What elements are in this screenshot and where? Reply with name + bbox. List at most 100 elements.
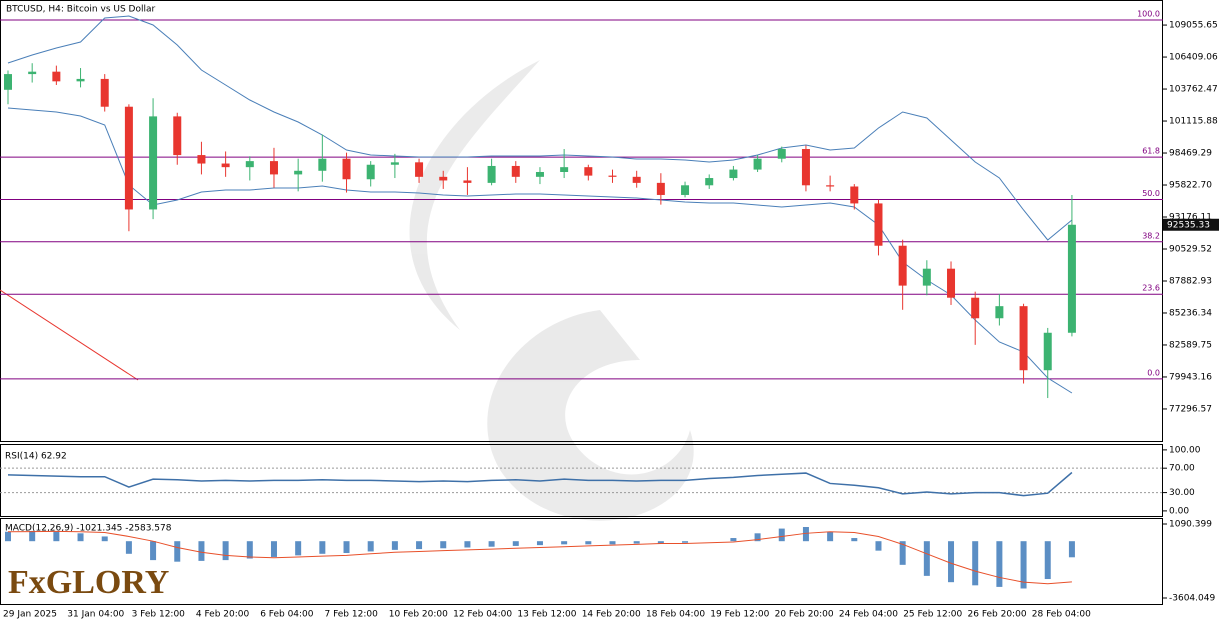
candle-body <box>850 186 859 204</box>
rsi-panel <box>0 444 1163 517</box>
macd-bar <box>295 541 302 556</box>
fib-label: 38.2 <box>1142 231 1160 240</box>
candle-body <box>826 185 835 187</box>
macd-panel <box>0 518 1163 605</box>
y-tick-label: 82589.75 <box>1169 340 1212 350</box>
y-tick-label: 85236.34 <box>1169 308 1212 318</box>
y-tick-label: 77296.57 <box>1169 404 1212 414</box>
x-tick-label: 13 Feb 12:00 <box>517 610 576 620</box>
x-tick-label: 26 Feb 20:00 <box>968 610 1027 620</box>
macd-bar <box>222 541 229 561</box>
macd-bar <box>270 541 277 557</box>
candle-body <box>971 297 980 319</box>
candle-body <box>753 158 762 170</box>
price-tag-label: 92535.33 <box>1167 220 1210 230</box>
x-tick-label: 14 Feb 20:00 <box>582 610 641 620</box>
x-tick-label: 19 Feb 12:00 <box>710 610 769 620</box>
x-tick-label: 29 Jan 2025 <box>3 610 57 620</box>
macd-bar <box>1020 541 1027 589</box>
macd-bar <box>367 541 374 552</box>
macd-bar <box>827 531 834 542</box>
fib-label: 100.0 <box>1137 10 1160 19</box>
macd-bar <box>125 541 132 554</box>
fib-label: 61.8 <box>1142 147 1160 156</box>
x-tick-label: 4 Feb 20:00 <box>196 610 250 620</box>
candle-body <box>487 165 496 183</box>
y-tick-label: 87882.93 <box>1169 276 1212 286</box>
macd-bar <box>198 541 205 561</box>
main-panel <box>0 0 1163 442</box>
macd-bar <box>923 541 930 576</box>
candle-body <box>560 167 569 172</box>
candle-body <box>4 74 12 90</box>
macd-bar <box>730 538 737 542</box>
macd-bar <box>875 541 882 551</box>
macd-bar <box>1044 541 1051 580</box>
macd-bar <box>561 541 568 545</box>
macd-title: MACD(12,26,9) -1021.345 -2583.578 <box>5 524 172 534</box>
macd-bar <box>246 541 253 559</box>
candle-body <box>801 149 810 186</box>
candle-body <box>197 155 206 164</box>
macd-bar <box>948 541 955 583</box>
macd-bar <box>391 541 398 550</box>
candle-body <box>269 161 278 175</box>
y-tick-label: 1090.399 <box>1169 520 1212 530</box>
candle-body <box>52 71 61 82</box>
candle-body <box>318 158 327 171</box>
macd-bar <box>609 541 616 545</box>
x-tick-label: 7 Feb 12:00 <box>325 610 379 620</box>
candle-body <box>995 306 1004 319</box>
candle-body <box>874 203 883 246</box>
y-tick-label: 70.00 <box>1169 464 1195 474</box>
candle-body <box>173 116 182 156</box>
macd-bar <box>899 541 906 565</box>
macd-bar <box>488 541 495 547</box>
candle-body <box>463 180 472 183</box>
rsi-title: RSI(14) 62.92 <box>5 452 67 462</box>
candle-body <box>632 176 641 183</box>
candle-body <box>221 163 230 168</box>
logo: FxGLORY <box>8 564 169 601</box>
macd-bar <box>972 541 979 586</box>
macd-bar <box>996 541 1003 587</box>
x-tick-label: 25 Feb 12:00 <box>903 610 962 620</box>
chart-title: BTCUSD, H4: Bitcoin vs US Dollar <box>6 5 155 15</box>
macd-bar <box>851 538 858 542</box>
candle-body <box>608 175 617 177</box>
y-tick-label: 106409.06 <box>1169 53 1218 63</box>
y-tick-label: 101115.88 <box>1169 117 1218 127</box>
candle-body <box>584 167 593 176</box>
x-tick-label: 10 Feb 20:00 <box>389 610 448 620</box>
macd-bar <box>29 530 36 542</box>
macd-bar <box>101 536 108 542</box>
fib-label: 50.0 <box>1142 189 1160 198</box>
macd-bar <box>1068 541 1075 558</box>
candle-body <box>511 165 520 177</box>
x-tick-label: 3 Feb 12:00 <box>132 610 186 620</box>
x-tick-label: 6 Feb 04:00 <box>260 610 314 620</box>
bollinger-band <box>7 15 1073 241</box>
candle-body <box>922 268 931 286</box>
macd-bar <box>778 528 785 542</box>
signal-line <box>7 530 1072 585</box>
fib-label: 0.0 <box>1147 368 1160 377</box>
y-tick-label: 109055.65 <box>1169 21 1218 31</box>
x-tick-label: 20 Feb 20:00 <box>775 610 834 620</box>
candle-body <box>898 245 907 286</box>
x-tick-label: 12 Feb 04:00 <box>453 610 512 620</box>
macd-bar <box>53 531 60 542</box>
fib-label: 23.6 <box>1142 284 1160 293</box>
candle-body <box>947 268 956 298</box>
candle-body <box>415 162 424 177</box>
price-tag <box>1163 218 1219 231</box>
y-tick-label: 79943.16 <box>1169 372 1212 382</box>
y-tick-label: -3604.049 <box>1169 594 1215 604</box>
macd-bar <box>657 541 664 544</box>
bollinger-band <box>7 107 1073 394</box>
macd-bar <box>343 541 350 554</box>
candle-body <box>342 158 351 180</box>
rsi-line <box>7 471 1073 497</box>
macd-bar <box>150 541 157 561</box>
candle-body <box>1067 224 1076 333</box>
